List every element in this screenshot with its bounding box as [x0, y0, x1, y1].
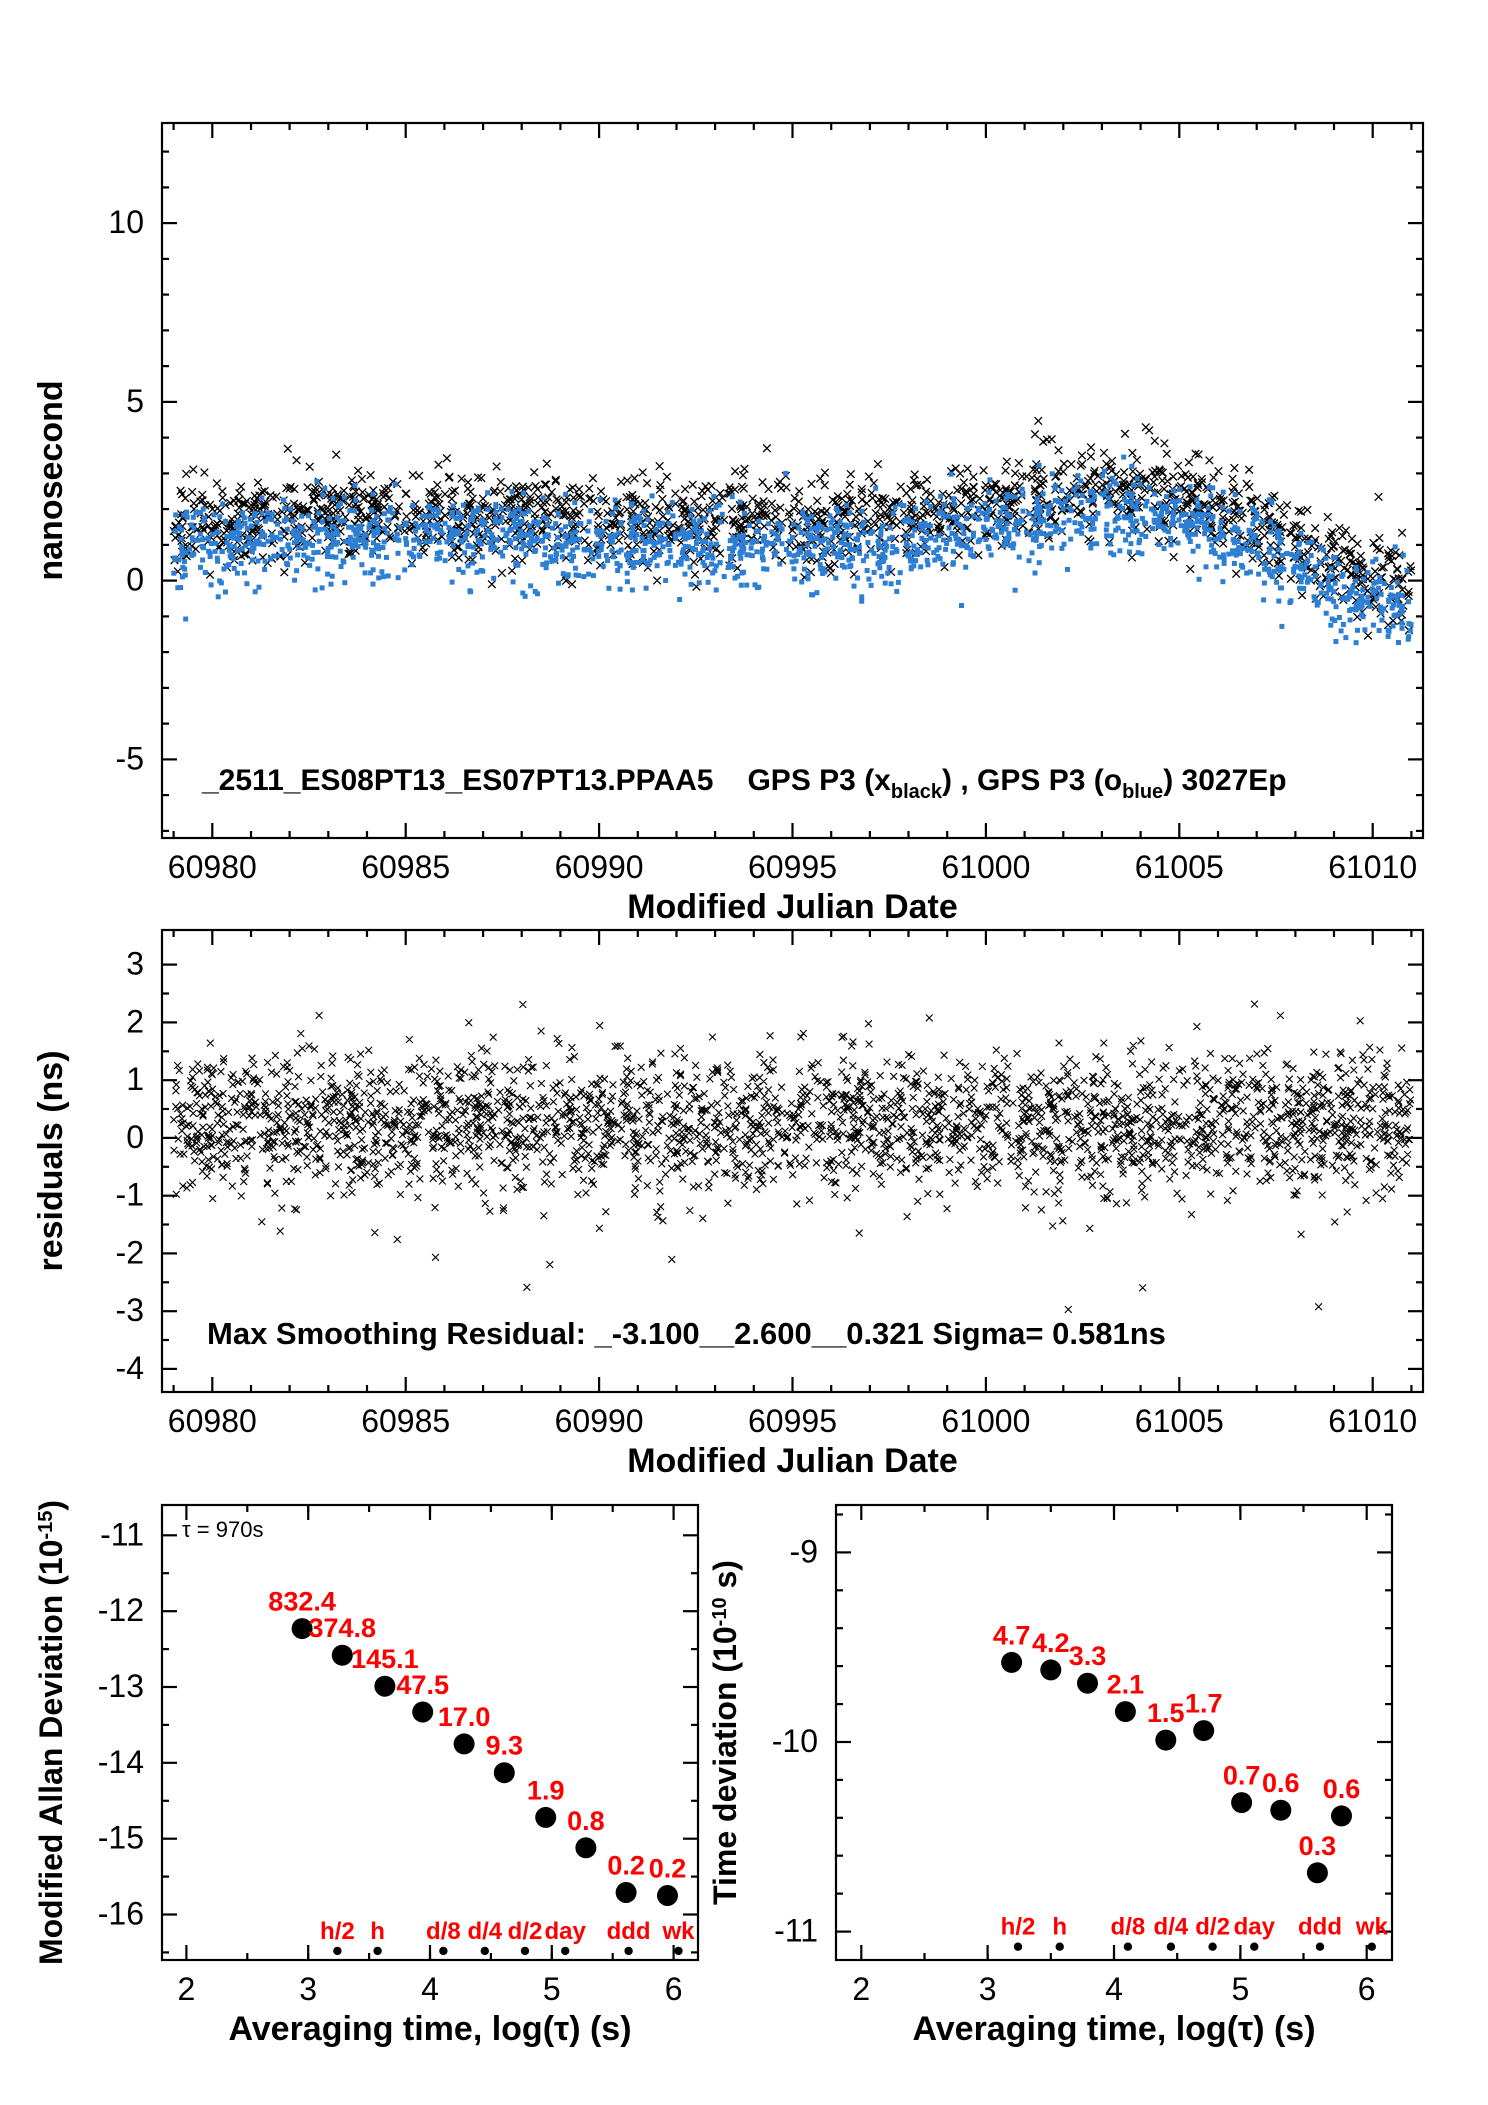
svg-text:61010: 61010 — [1328, 849, 1417, 885]
svg-text:5: 5 — [543, 1971, 561, 2007]
svg-text:61005: 61005 — [1135, 1403, 1224, 1439]
svg-text:h/2: h/2 — [320, 1918, 355, 1945]
svg-text:3: 3 — [299, 1971, 317, 2007]
svg-text:-3: -3 — [116, 1292, 144, 1328]
svg-text:374.8: 374.8 — [309, 1613, 377, 1643]
svg-text:60985: 60985 — [361, 849, 450, 885]
svg-text:60995: 60995 — [748, 849, 837, 885]
svg-text:d/4: d/4 — [1154, 1914, 1189, 1941]
svg-text:-11: -11 — [774, 1913, 818, 1949]
svg-text:60980: 60980 — [168, 849, 257, 885]
svg-text:1: 1 — [126, 1061, 144, 1097]
svg-text:d/4: d/4 — [467, 1918, 502, 1945]
svg-text:60985: 60985 — [361, 1403, 450, 1439]
svg-text:Modified Allan Deviation (10-1: Modified Allan Deviation (10-15) — [33, 1500, 69, 1965]
svg-text:4.7: 4.7 — [993, 1620, 1031, 1650]
svg-text:-13: -13 — [98, 1668, 144, 1704]
svg-text:4: 4 — [421, 1971, 439, 2007]
svg-text:1.5: 1.5 — [1147, 1698, 1185, 1728]
svg-text:60990: 60990 — [555, 1403, 644, 1439]
svg-text:61010: 61010 — [1328, 1403, 1417, 1439]
svg-text:ddd: ddd — [607, 1918, 651, 1945]
svg-text:residuals (ns): residuals (ns) — [32, 1050, 70, 1271]
svg-text:wk: wk — [1355, 1914, 1389, 1941]
svg-text:-1: -1 — [116, 1177, 144, 1213]
svg-text:-9: -9 — [790, 1533, 818, 1569]
svg-text:0.8: 0.8 — [567, 1806, 605, 1836]
svg-text:0.2: 0.2 — [607, 1851, 645, 1881]
svg-text:61000: 61000 — [941, 849, 1030, 885]
svg-text:day: day — [1234, 1914, 1276, 1941]
svg-text:5: 5 — [1232, 1971, 1250, 2007]
svg-text:-12: -12 — [98, 1592, 144, 1628]
svg-text:d/2: d/2 — [508, 1918, 543, 1945]
svg-text:2: 2 — [126, 1003, 144, 1039]
svg-text:day: day — [545, 1918, 587, 1945]
svg-text:d/2: d/2 — [1195, 1914, 1230, 1941]
svg-text:3: 3 — [979, 1971, 997, 2007]
svg-text:-16: -16 — [98, 1896, 144, 1932]
svg-text:0.3: 0.3 — [1299, 1831, 1337, 1861]
svg-text:4.2: 4.2 — [1032, 1628, 1070, 1658]
svg-text:1.9: 1.9 — [527, 1775, 565, 1805]
svg-text:5: 5 — [126, 383, 144, 419]
svg-text:60995: 60995 — [748, 1403, 837, 1439]
svg-text:h: h — [370, 1918, 385, 1945]
svg-text:Averaging time, log(τ) (s): Averaging time, log(τ) (s) — [228, 2010, 631, 2048]
svg-text:4: 4 — [1105, 1971, 1123, 2007]
svg-text:Averaging time, log(τ) (s): Averaging time, log(τ) (s) — [912, 2010, 1315, 2048]
svg-text:Max Smoothing Residual: _-3.10: Max Smoothing Residual: _-3.100__2.600__… — [207, 1316, 1166, 1351]
svg-text:-4: -4 — [116, 1350, 144, 1386]
svg-text:ddd: ddd — [1298, 1914, 1342, 1941]
svg-text:47.5: 47.5 — [396, 1670, 449, 1700]
svg-text:61000: 61000 — [941, 1403, 1030, 1439]
svg-text:-14: -14 — [98, 1744, 144, 1780]
svg-text:-11: -11 — [100, 1516, 144, 1552]
svg-text:1.7: 1.7 — [1185, 1689, 1223, 1719]
svg-text:nanosecond: nanosecond — [32, 380, 70, 580]
svg-text:0: 0 — [126, 1119, 144, 1155]
svg-text:2: 2 — [852, 1971, 870, 2007]
svg-text:61005: 61005 — [1135, 849, 1224, 885]
svg-text:0: 0 — [126, 562, 144, 598]
svg-text:0.2: 0.2 — [649, 1854, 687, 1884]
svg-text:τ = 970s: τ = 970s — [182, 1517, 263, 1542]
svg-text:60990: 60990 — [555, 849, 644, 885]
svg-text:-5: -5 — [116, 740, 144, 776]
svg-text:2.1: 2.1 — [1107, 1670, 1145, 1700]
svg-text:h/2: h/2 — [1001, 1914, 1036, 1941]
svg-text:0.6: 0.6 — [1262, 1768, 1300, 1798]
svg-text:d/8: d/8 — [426, 1918, 461, 1945]
svg-text:Modified Julian Date: Modified Julian Date — [627, 888, 958, 926]
svg-text:Modified Julian Date: Modified Julian Date — [627, 1442, 958, 1480]
svg-text:6: 6 — [665, 1971, 683, 2007]
svg-text:60980: 60980 — [168, 1403, 257, 1439]
svg-text:6: 6 — [1358, 1971, 1376, 2007]
svg-text:3.3: 3.3 — [1069, 1641, 1107, 1671]
svg-text:h: h — [1052, 1914, 1067, 1941]
svg-text:17.0: 17.0 — [438, 1702, 491, 1732]
svg-text:-15: -15 — [98, 1820, 144, 1856]
svg-text:d/8: d/8 — [1111, 1914, 1146, 1941]
svg-text:-10: -10 — [772, 1723, 818, 1759]
svg-text:0.6: 0.6 — [1323, 1774, 1361, 1804]
svg-text:9.3: 9.3 — [486, 1731, 524, 1761]
svg-text:832.4: 832.4 — [268, 1587, 336, 1617]
svg-text:-2: -2 — [116, 1234, 144, 1270]
svg-text:2: 2 — [178, 1971, 196, 2007]
svg-text:3: 3 — [126, 946, 144, 982]
svg-text:0.7: 0.7 — [1223, 1761, 1261, 1791]
svg-text:wk: wk — [661, 1918, 695, 1945]
svg-text:10: 10 — [108, 204, 144, 240]
